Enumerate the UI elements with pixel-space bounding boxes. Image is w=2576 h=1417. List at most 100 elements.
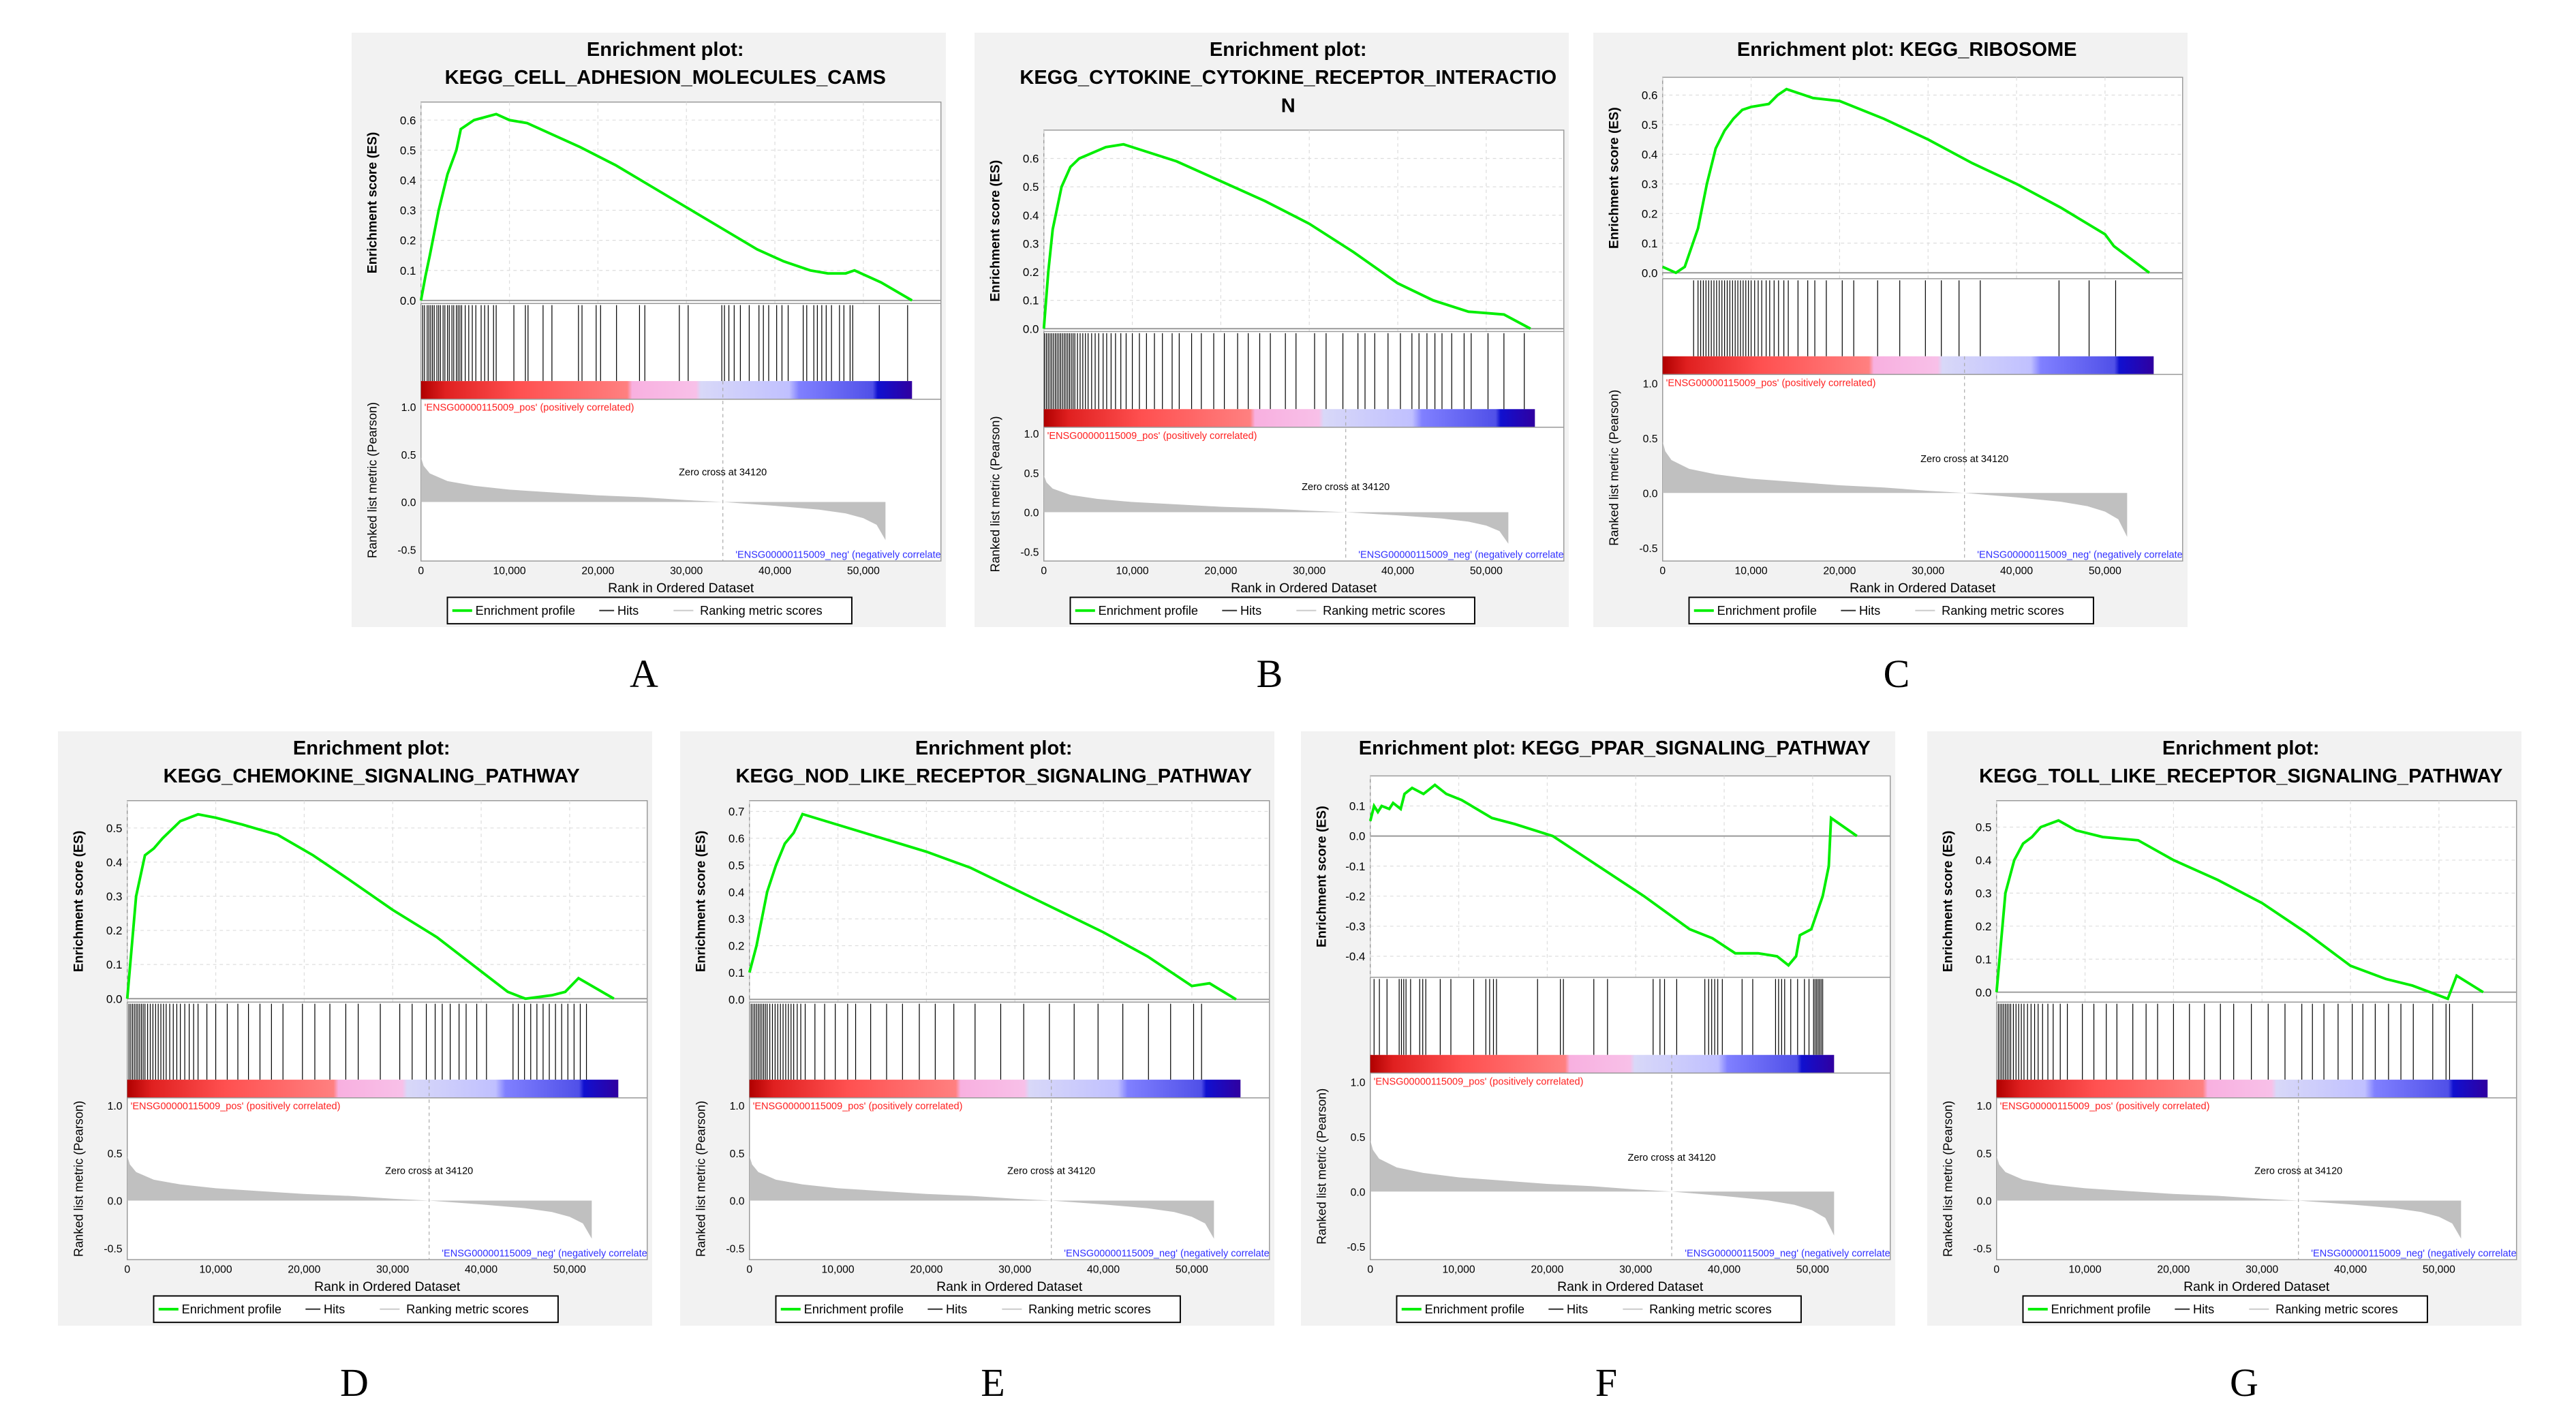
metric-tick-label: 0.0 <box>401 498 416 509</box>
metric-tick-label: -0.5 <box>726 1243 744 1255</box>
panel-label: A <box>630 652 658 696</box>
negative-label: 'ENSG00000115009_neg' (negatively correl… <box>1977 549 2182 560</box>
y-tick-label: 0.2 <box>1023 266 1039 279</box>
chart-title: KEGG_CHEMOKINE_SIGNALING_PATHWAY <box>164 765 580 787</box>
y-tick-label: 0.2 <box>1976 920 1992 933</box>
plot-area <box>420 102 942 562</box>
plot-svg: Enrichment plot: KEGG_RIBOSOME 0 10,000 20,… <box>1606 39 2183 625</box>
panel-label: C <box>1883 652 1910 696</box>
x-axis-label: Rank in Ordered Dataset <box>1850 581 1996 596</box>
legend-hits: Hits <box>946 1302 967 1316</box>
y-tick-label: 0.0 <box>1349 830 1366 843</box>
y-tick-label: 0.5 <box>729 859 745 872</box>
positive-label: 'ENSG00000115009_pos' (positively correl… <box>2000 1101 2210 1112</box>
enrichment-plot-e: Enrichment plot: KEGG_NOD_LIKE_RECEPTOR_S… <box>680 731 1274 1326</box>
legend-enrichment-profile: Enrichment profile <box>476 604 575 618</box>
y-tick-label: 0.1 <box>106 958 123 971</box>
enrichment-profile-line <box>1995 819 2484 1001</box>
x-tick-label: 10,000 <box>1734 565 1767 577</box>
x-tick-label: 0 <box>1041 565 1047 577</box>
chart-title: N <box>1281 95 1295 117</box>
y-tick-label: 0.3 <box>1023 237 1039 250</box>
legend-hits: Hits <box>1567 1302 1588 1316</box>
y-tick-label: 0.4 <box>1642 148 1658 161</box>
y-tick-label: 0.0 <box>106 992 123 1005</box>
plot-svg: Enrichment plot: KEGG_PPAR_SIGNALING_PAT… <box>1314 737 1891 1324</box>
x-tick-label: 10,000 <box>493 565 525 577</box>
metric-axis-label: Ranked list metric (Pearson) <box>988 416 1002 572</box>
plot-svg: Enrichment plot: KEGG_CYTOKINE_CYTOKINE_R… <box>987 39 1565 625</box>
metric-axis-label: Ranked list metric (Pearson) <box>365 402 379 558</box>
positive-label: 'ENSG00000115009_pos' (positively correl… <box>753 1101 963 1112</box>
x-tick-label: 10,000 <box>2068 1264 2101 1275</box>
x-tick-label: 0 <box>1659 565 1666 577</box>
metric-tick-label: 1.0 <box>108 1101 123 1112</box>
y-tick-label: 0.2 <box>729 940 745 953</box>
zero-cross-label: Zero cross at 34120 <box>2254 1165 2342 1176</box>
rank-colorbar <box>420 381 913 399</box>
x-tick-label: 20,000 <box>1823 565 1856 577</box>
legend-enrichment-profile: Enrichment profile <box>1425 1302 1524 1316</box>
legend-hits: Hits <box>617 604 639 618</box>
chart-title: Enrichment plot: KEGG_PPAR_SIGNALING_PAT… <box>1359 737 1871 759</box>
chart-title: Enrichment plot: <box>587 39 744 61</box>
x-axis-label: Rank in Ordered Dataset <box>1231 581 1377 596</box>
metric-tick-label: 0.5 <box>401 450 416 461</box>
legend: Enrichment profile Hits Ranking metric sco… <box>775 1295 1181 1324</box>
es-axis-label: Enrichment score (ES) <box>1314 806 1329 947</box>
metric-tick-label: -0.5 <box>1973 1243 1991 1255</box>
legend-hits: Hits <box>1240 604 1261 618</box>
y-tick-label: 0.0 <box>1976 986 1992 999</box>
y-tick-label: -0.4 <box>1345 950 1365 963</box>
metric-axis-label: Ranked list metric (Pearson) <box>1315 1088 1328 1245</box>
x-tick-label: 50,000 <box>1470 565 1503 577</box>
enrichment-plot-c: Enrichment plot: KEGG_RIBOSOME 0 10,000 20,… <box>1593 33 2188 627</box>
y-tick-label: 0.1 <box>1976 953 1992 966</box>
y-tick-label: 0.0 <box>1642 266 1658 279</box>
plot-svg: Enrichment plot: KEGG_TOLL_LIKE_RECEPTOR_… <box>1940 737 2517 1324</box>
zero-cross-label: Zero cross at 34120 <box>1628 1153 1716 1163</box>
y-tick-label: 0.5 <box>1976 821 1992 834</box>
x-tick-label: 20,000 <box>288 1264 320 1275</box>
enrichment-profile-line <box>125 812 615 1001</box>
zero-cross-label: Zero cross at 34120 <box>385 1165 473 1176</box>
ranking-metric-area <box>1662 441 2128 537</box>
negative-label: 'ENSG00000115009_neg' (negatively correl… <box>735 549 940 560</box>
x-tick-label: 10,000 <box>1116 565 1148 577</box>
metric-axis-label: Ranked list metric (Pearson) <box>694 1101 707 1257</box>
panel-label: G <box>2230 1360 2258 1405</box>
rank-colorbar <box>1370 1054 1835 1073</box>
metric-tick-label: 1.0 <box>1643 378 1658 390</box>
legend: Enrichment profile Hits Ranking metric sco… <box>1069 596 1475 625</box>
ranking-metric-area <box>1043 475 1509 544</box>
metric-axis-label: Ranked list metric (Pearson) <box>1607 390 1621 546</box>
x-tick-label: 50,000 <box>2089 565 2121 577</box>
zero-cross-label: Zero cross at 34120 <box>1920 454 2008 465</box>
negative-label: 'ENSG00000115009_neg' (negatively correl… <box>1064 1248 1269 1259</box>
y-tick-label: 0.5 <box>1642 119 1658 132</box>
legend-ranking-metric: Ranking metric scores <box>1649 1302 1772 1316</box>
x-tick-label: 20,000 <box>581 565 614 577</box>
legend-hits: Hits <box>1859 604 1880 618</box>
metric-tick-label: 1.0 <box>1024 429 1039 440</box>
y-tick-label: 0.6 <box>729 832 745 845</box>
plot-area <box>127 800 648 1260</box>
legend-ranking-metric: Ranking metric scores <box>1323 604 1445 618</box>
chart-title: Enrichment plot: <box>915 737 1073 759</box>
legend-enrichment-profile: Enrichment profile <box>1099 604 1198 618</box>
y-tick-label: 0.4 <box>1023 209 1039 222</box>
metric-tick-label: -0.5 <box>1020 547 1039 558</box>
y-tick-label: 0.7 <box>729 806 745 819</box>
positive-label: 'ENSG00000115009_pos' (positively correl… <box>1047 431 1257 442</box>
x-tick-label: 50,000 <box>847 565 880 577</box>
y-tick-label: 0.0 <box>1023 322 1039 335</box>
x-tick-label: 0 <box>1993 1264 1999 1275</box>
x-tick-label: 0 <box>1367 1264 1373 1275</box>
y-tick-label: 0.0 <box>400 294 416 307</box>
y-tick-label: 0.2 <box>400 234 416 247</box>
x-tick-label: 20,000 <box>2157 1264 2190 1275</box>
legend-ranking-metric: Ranking metric scores <box>700 604 823 618</box>
y-tick-label: 0.2 <box>1642 207 1658 220</box>
chart-title: KEGG_CYTOKINE_CYTOKINE_RECEPTOR_INTERACT… <box>1019 67 1557 89</box>
plot-area <box>749 800 1270 1260</box>
